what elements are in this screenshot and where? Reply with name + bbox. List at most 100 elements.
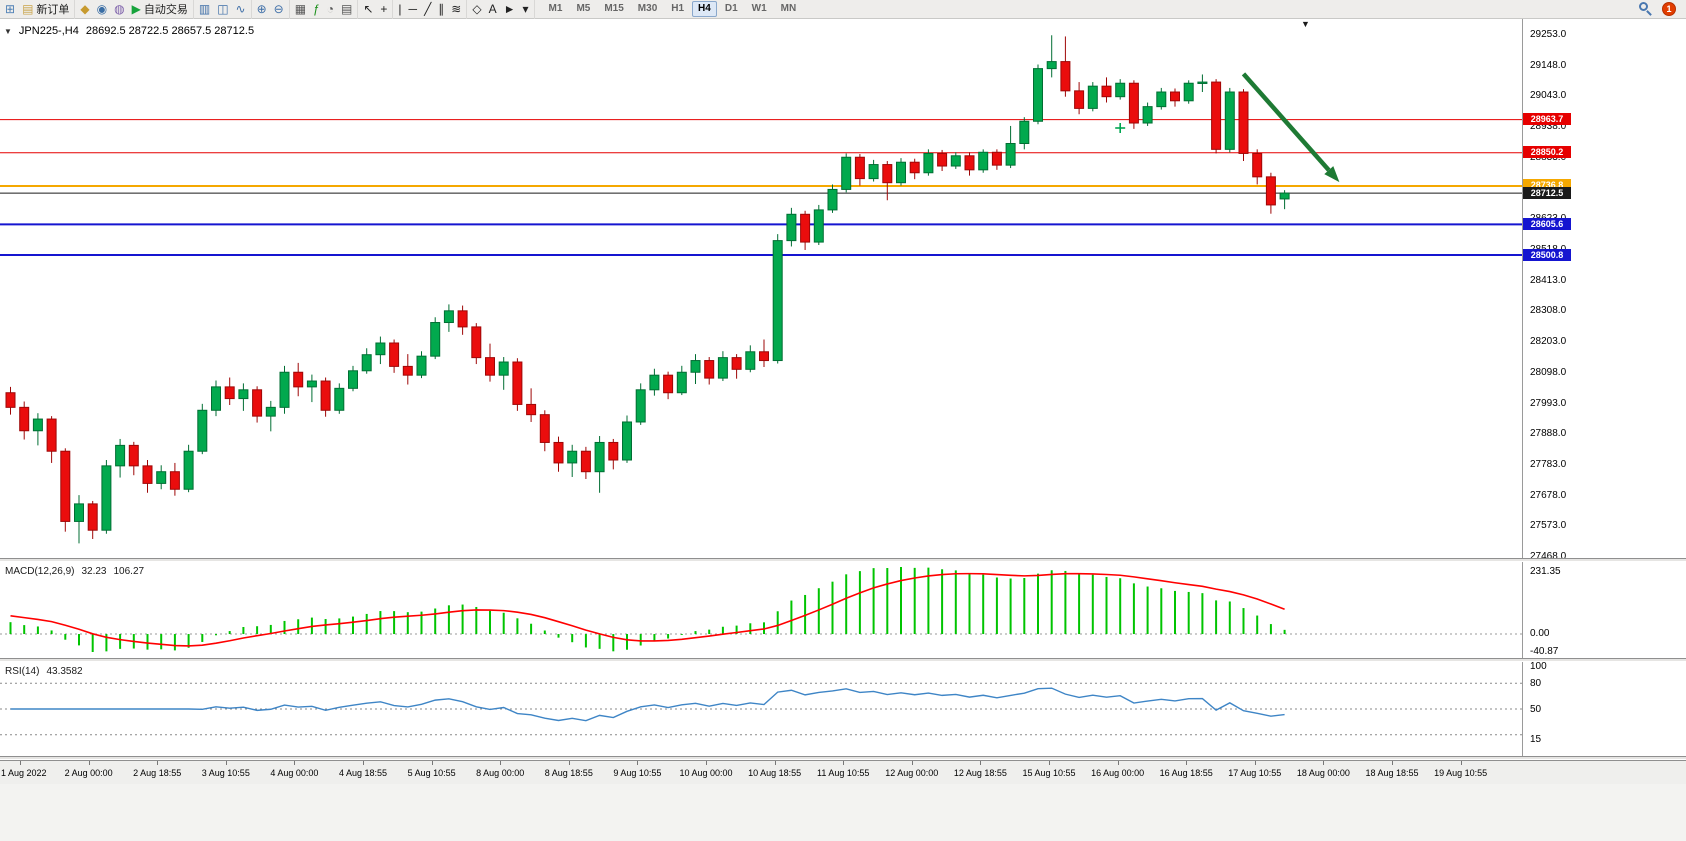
alerts-icon[interactable]: ◍ — [114, 1, 125, 16]
bull-candle — [416, 355, 427, 376]
expert-advisors-icon[interactable]: ◆ — [80, 1, 90, 16]
bear-candle — [5, 392, 16, 408]
bear-candle — [293, 371, 304, 388]
bear-candle — [1101, 85, 1112, 98]
panel-splitter[interactable] — [0, 558, 1686, 562]
bull-candle — [211, 386, 221, 411]
notification-badge[interactable]: 1 — [1662, 2, 1676, 16]
price-tick-label: 29253.0 — [1530, 28, 1567, 40]
bull-candle — [896, 161, 906, 184]
one-click-trading-toggle[interactable]: ▼ — [4, 26, 12, 36]
bull-candle — [717, 357, 728, 379]
fibonacci-icon[interactable]: ≋ — [451, 1, 462, 16]
indicators-icon[interactable]: ƒ — [313, 1, 320, 16]
trend-arrow-annotation[interactable] — [1241, 72, 1331, 172]
bear-candle — [1060, 61, 1071, 92]
rsi-panel[interactable]: RSI(14) 43.3582 — [0, 662, 1522, 756]
price-tick-label: 27678.0 — [1530, 489, 1567, 501]
zoom-in-icon[interactable]: ⊕ — [256, 1, 267, 16]
time-axis-label: 19 Aug 10:55 — [1434, 768, 1488, 778]
time-axis-label: 12 Aug 00:00 — [885, 768, 939, 778]
timeframe-w1-button[interactable]: W1 — [751, 3, 767, 14]
timeframe-d1-button[interactable]: D1 — [724, 3, 738, 14]
new-order-button[interactable]: ▤ 新订单 — [22, 1, 69, 18]
time-axis-tick — [1117, 761, 1119, 765]
bar-chart-icon[interactable]: ▥ — [198, 1, 211, 16]
timeframe-h4-button[interactable]: H4 — [692, 1, 717, 17]
bull-candle — [622, 421, 632, 461]
bull-candle — [1005, 142, 1016, 166]
trendline-icon[interactable]: ╱ — [424, 1, 432, 16]
timeframe-mn-button[interactable]: MN — [780, 3, 797, 14]
bear-candle — [663, 374, 674, 394]
time-axis-tick — [1049, 761, 1050, 765]
bull-candle — [1183, 82, 1194, 102]
time-axis-label: 2 Aug 00:00 — [64, 768, 113, 778]
time-axis-tick — [88, 761, 90, 765]
level-price-tag: 28850.2 — [1523, 146, 1571, 159]
current-price-tag: 28712.5 — [1523, 186, 1571, 199]
time-axis-label: 1 Aug 2022 — [1, 768, 47, 778]
tile-windows-icon[interactable]: ▦ — [294, 1, 307, 16]
macd-chart[interactable] — [0, 562, 1522, 658]
rsi-value: 43.3582 — [46, 666, 83, 677]
bear-candle — [252, 389, 263, 417]
autotrading-button[interactable]: ▶ 自动交易 — [132, 1, 188, 18]
chart-header: ▼ JPN225-,H4 28692.5 28722.5 28657.5 287… — [4, 25, 254, 37]
bull-candle — [334, 387, 345, 411]
macd-label: MACD(12,26,9) — [5, 566, 75, 577]
bull-candle — [950, 155, 961, 167]
price-tick-label: 28203.0 — [1530, 336, 1567, 348]
timeframe-h1-button[interactable]: H1 — [671, 3, 685, 14]
trend-arrow-head[interactable] — [1324, 166, 1340, 183]
templates-icon[interactable]: ▤ — [341, 1, 353, 16]
bull-candle — [978, 151, 989, 171]
timeframe-m1-button[interactable]: M1 — [548, 3, 563, 14]
crosshair-icon[interactable]: + — [380, 1, 388, 16]
bull-candle — [361, 354, 372, 372]
main-chart-panel[interactable]: ▼ JPN225-,H4 28692.5 28722.5 28657.5 287… — [0, 19, 1522, 558]
timeframe-m30-button[interactable]: M30 — [637, 3, 658, 14]
price-axis[interactable]: 29253.029148.029043.028938.028833.028728… — [1522, 19, 1686, 760]
timeframe-m15-button[interactable]: M15 — [604, 3, 624, 14]
time-axis-label: 18 Aug 18:55 — [1365, 768, 1419, 778]
timeframe-m5-button[interactable]: M5 — [576, 3, 591, 14]
panel-splitter[interactable] — [0, 658, 1686, 662]
macd-panel[interactable]: MACD(12,26,9) 32.23 106.27 — [0, 562, 1522, 658]
line-chart-icon[interactable]: ∿ — [235, 1, 246, 16]
time-axis-tick — [363, 761, 364, 765]
rsi-axis-label: 50 — [1530, 704, 1542, 715]
text-icon[interactable]: A — [488, 1, 497, 16]
bull-candle — [1197, 81, 1208, 84]
bear-candle — [909, 161, 920, 174]
arrow-object-icon[interactable]: ► — [503, 1, 516, 16]
new-chart-icon[interactable]: ⊞ — [5, 1, 16, 16]
bear-candle — [512, 361, 523, 405]
channel-icon[interactable]: ∥ — [438, 1, 445, 16]
horizontal-line-icon[interactable]: ─ — [408, 1, 418, 16]
cursor-icon[interactable]: ↖ — [363, 1, 374, 16]
rsi-chart[interactable] — [0, 662, 1522, 756]
vertical-line-icon[interactable]: | — [398, 1, 402, 16]
bear-candle — [991, 151, 1002, 166]
time-axis[interactable]: 1 Aug 2022 2 Aug 00:00 2 Aug 18:55 3 Aug 10… — [0, 760, 1686, 784]
zoom-out-icon[interactable]: ⊖ — [273, 1, 284, 16]
profile-icon[interactable]: ◉ — [96, 1, 108, 16]
bull-candle — [813, 209, 824, 243]
time-axis-label: 5 Aug 10:55 — [407, 768, 456, 778]
bear-candle — [142, 465, 153, 484]
bear-candle — [882, 164, 893, 184]
candlestick-chart[interactable] — [0, 19, 1522, 558]
periods-icon[interactable]: ◔ — [326, 1, 334, 16]
time-axis-tick — [637, 761, 639, 765]
bull-candle — [238, 389, 249, 400]
shapes-icon[interactable]: ◇ — [472, 1, 482, 16]
bear-candle — [1211, 81, 1222, 150]
objects-dropdown-icon[interactable]: ▾ — [522, 1, 529, 16]
search-icon[interactable] — [1639, 2, 1653, 16]
time-axis-label: 12 Aug 18:55 — [953, 768, 1007, 778]
panel-splitter[interactable] — [0, 756, 1686, 760]
bull-candle — [183, 450, 194, 490]
candlestick-chart-icon[interactable]: ◫ — [217, 1, 229, 16]
chart-shift-marker[interactable]: ▼ — [1301, 19, 1310, 29]
